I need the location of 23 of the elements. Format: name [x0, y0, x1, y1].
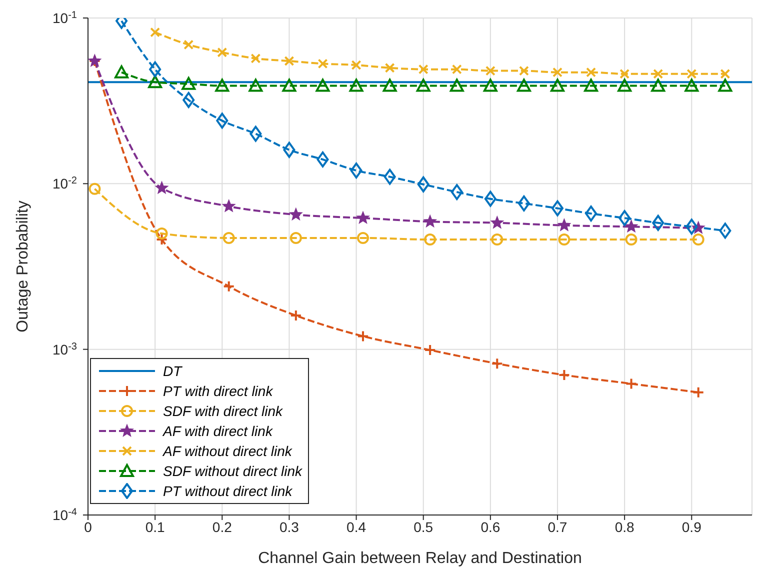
legend-label: SDF without direct link — [163, 463, 302, 479]
legend-label: SDF with direct link — [163, 403, 283, 419]
y-axis-title: Outage Probability — [14, 200, 32, 332]
x-tick-label: 0.4 — [346, 518, 366, 535]
legend-label: DT — [163, 363, 182, 379]
x-tick-label: 0.7 — [548, 518, 568, 535]
y-tick-label: 10$^{-1}$ — [52, 10, 78, 26]
x-tick-label: 0.6 — [480, 518, 500, 535]
legend-label: PT with direct link — [163, 383, 273, 399]
y-tick-label: 10$^{-3}$ — [52, 340, 78, 358]
x-tick-label: 0.9 — [682, 518, 702, 535]
legend-label: AF with direct link — [163, 423, 272, 439]
legend-label: PT without direct link — [163, 483, 292, 499]
x-tick-label: 0.5 — [414, 518, 434, 535]
x-tick-label: 0.8 — [614, 518, 635, 535]
y-tick-label: 10$^{-2}$ — [52, 175, 78, 192]
y-tick-label: 10$^{-4}$ — [52, 506, 78, 523]
x-tick-label: 0.1 — [145, 518, 166, 535]
legend-label: AF without direct link — [163, 443, 292, 459]
x-tick-label: 0.3 — [279, 518, 300, 535]
x-tick-label: 0.2 — [212, 518, 232, 535]
x-tick-label: 0 — [84, 518, 92, 535]
x-axis-title: Channel Gain between Relay and Destination — [258, 550, 582, 567]
